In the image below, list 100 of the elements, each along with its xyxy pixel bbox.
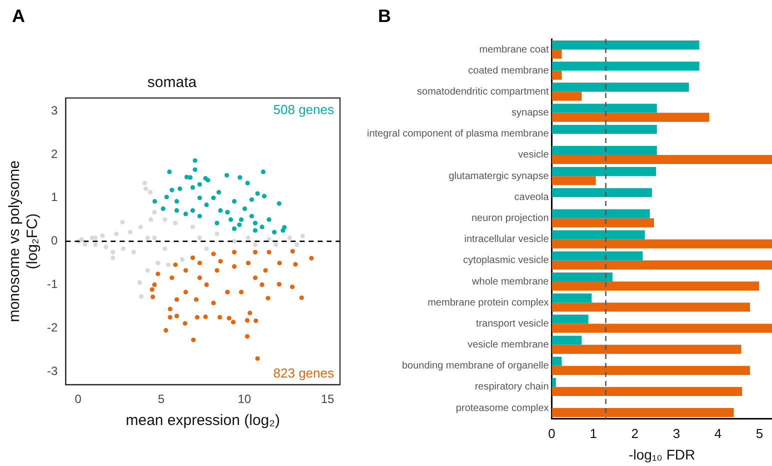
bar (552, 92, 582, 101)
point (190, 256, 195, 260)
point (211, 196, 216, 200)
point (120, 220, 125, 224)
y-tick-label: membrane protein complex (428, 297, 549, 308)
point (272, 230, 277, 234)
point (249, 214, 254, 218)
point (168, 314, 172, 320)
bar (552, 112, 710, 122)
point (164, 328, 168, 333)
y-axis-title: monosome vs polysome (log₂FC) (6, 160, 42, 322)
point (228, 217, 234, 222)
bar (552, 344, 742, 354)
bar (552, 167, 656, 176)
point (245, 180, 250, 186)
bar (552, 188, 652, 198)
point (138, 224, 143, 230)
x-tick-label: 0 (74, 392, 82, 406)
point (252, 275, 258, 280)
bar (552, 146, 657, 155)
bar (552, 324, 772, 333)
point (299, 295, 304, 300)
point (174, 208, 180, 213)
point (260, 224, 264, 230)
point (145, 268, 150, 273)
point (197, 260, 202, 266)
text: A (12, 6, 25, 27)
bar (552, 408, 734, 418)
point (183, 290, 188, 294)
point (246, 236, 251, 240)
point (218, 258, 223, 264)
y-tick-label: synapse (512, 108, 550, 119)
bar (552, 82, 689, 92)
point (173, 262, 178, 268)
point (152, 199, 158, 204)
y-tick-label: neuron projection (471, 213, 549, 224)
x-tick-label: 1 (590, 426, 597, 441)
point (224, 172, 230, 178)
bar (552, 70, 562, 80)
point (192, 158, 198, 163)
point (156, 272, 160, 276)
point (204, 202, 209, 208)
point (114, 232, 119, 236)
point (214, 232, 220, 236)
point (170, 188, 174, 192)
point (246, 260, 251, 266)
point (232, 199, 237, 204)
x-tick-label: 3 (672, 426, 680, 441)
point (217, 314, 222, 320)
bar (552, 209, 650, 218)
point (262, 194, 266, 198)
point (309, 256, 314, 261)
point (225, 210, 230, 215)
point (156, 260, 160, 266)
point (204, 282, 209, 288)
point (150, 294, 156, 300)
point (282, 225, 287, 230)
point (276, 282, 282, 287)
bar (552, 50, 562, 59)
point (226, 316, 232, 320)
point (173, 220, 178, 226)
point (174, 297, 180, 302)
point (183, 268, 188, 273)
y-tick-label: 0 (50, 234, 58, 248)
y-tick-label: transport vesicle (476, 318, 550, 330)
text: B (378, 6, 391, 27)
point (255, 356, 260, 361)
bar (552, 62, 700, 71)
point (244, 318, 250, 323)
point (255, 191, 260, 196)
y-tick-label: glutamatergic synapse (448, 170, 550, 182)
point (197, 275, 202, 280)
y-tick-label: -3 (47, 364, 58, 378)
point (290, 248, 295, 254)
point (166, 262, 171, 268)
point (232, 264, 237, 269)
point (131, 250, 136, 254)
x-tick-label: 15 (320, 392, 335, 406)
point (252, 242, 258, 248)
bar (552, 260, 772, 270)
series-label: 823 genes (273, 366, 334, 381)
point (167, 170, 172, 174)
point (260, 282, 264, 288)
point (160, 206, 166, 212)
point (218, 208, 223, 213)
bar (552, 314, 588, 324)
bar (552, 239, 772, 248)
point (148, 190, 153, 195)
y-tick-label: vesicle (518, 150, 550, 161)
point (203, 314, 208, 320)
point (197, 214, 202, 218)
chart-title: somata (147, 74, 198, 92)
y-tick-label: 1 (50, 190, 58, 204)
point (93, 242, 98, 248)
point (230, 320, 236, 324)
point (191, 338, 196, 342)
bar (552, 272, 612, 282)
y-tick-label: bounding membrane of organelle (402, 360, 550, 372)
x-tick-label: 10 (238, 392, 252, 406)
point (204, 246, 209, 251)
